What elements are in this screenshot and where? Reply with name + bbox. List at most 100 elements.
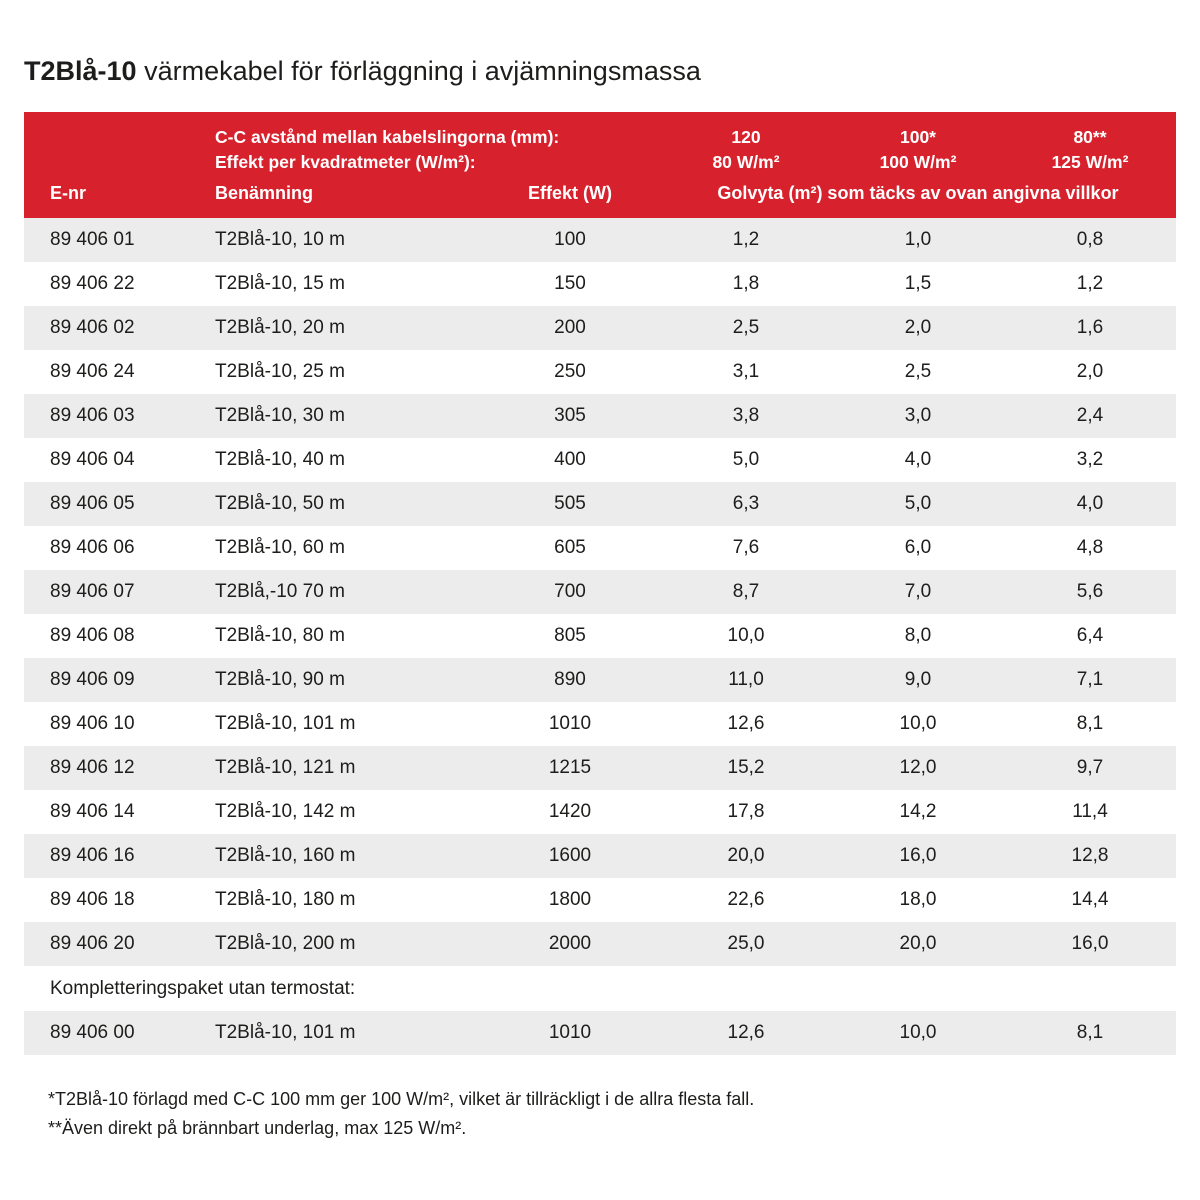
table-row: 89 406 07 T2Blå,-10 70 m 700 8,7 7,0 5,6	[24, 570, 1176, 614]
e-nr-cell: 89 406 18	[50, 889, 135, 910]
golvyta-80-cell: 6,4	[1076, 625, 1104, 646]
effekt-cell: 700	[554, 581, 586, 602]
golvyta-100-cell: 20,0	[899, 933, 937, 954]
page-title-product: T2Blå-10	[24, 56, 137, 86]
golvyta-100-cell: 5,0	[904, 493, 932, 514]
header-power-100: 100 W/m²	[879, 152, 957, 172]
golvyta-120-cell: 12,6	[727, 1022, 765, 1043]
golvyta-100-cell: 3,0	[904, 405, 932, 426]
header-effekt: Effekt (W)	[528, 183, 612, 203]
header-golvyta: Golvyta (m²) som täcks av ovan angivna v…	[717, 183, 1119, 203]
table-row: 89 406 09 T2Blå-10, 90 m 890 11,0 9,0 7,1	[24, 658, 1176, 702]
effekt-cell: 1420	[548, 801, 592, 822]
effekt-cell: 200	[554, 317, 586, 338]
e-nr-cell: 89 406 20	[50, 933, 135, 954]
golvyta-100-cell: 2,5	[904, 361, 932, 382]
benamning-cell: T2Blå-10, 60 m	[215, 537, 345, 558]
golvyta-120-cell: 11,0	[728, 669, 764, 690]
benamning-cell: T2Blå-10, 50 m	[215, 493, 345, 514]
golvyta-120-cell: 5,0	[732, 449, 760, 470]
golvyta-100-cell: 1,0	[904, 229, 932, 250]
golvyta-80-cell: 7,1	[1076, 669, 1104, 690]
e-nr-cell: 89 406 24	[50, 361, 135, 382]
golvyta-80-cell: 4,0	[1076, 493, 1104, 514]
header-row-cc: C-C avstånd mellan kabelslingorna (mm): …	[24, 125, 1176, 150]
golvyta-120-cell: 25,0	[727, 933, 765, 954]
e-nr-cell: 89 406 22	[50, 273, 135, 294]
golvyta-120-cell: 12,6	[727, 713, 765, 734]
effekt-cell: 305	[554, 405, 586, 426]
golvyta-80-cell: 16,0	[1071, 933, 1109, 954]
table-header: C-C avstånd mellan kabelslingorna (mm): …	[24, 112, 1176, 218]
header-row-power: Effekt per kvadratmeter (W/m²): 80 W/m² …	[24, 150, 1176, 175]
table-row: 89 406 00 T2Blå-10, 101 m 1010 12,6 10,0 8,1	[24, 1011, 1176, 1055]
benamning-cell: T2Blå-10, 30 m	[215, 405, 345, 426]
effekt-cell: 2000	[548, 933, 592, 954]
golvyta-100-cell: 16,0	[899, 845, 937, 866]
golvyta-120-cell: 17,8	[727, 801, 765, 822]
e-nr-cell: 89 406 00	[50, 1022, 135, 1043]
golvyta-100-cell: 1,5	[904, 273, 932, 294]
effekt-cell: 1010	[548, 713, 592, 734]
effekt-cell: 605	[554, 537, 586, 558]
table-row: 89 406 05 T2Blå-10, 50 m 505 6,3 5,0 4,0	[24, 482, 1176, 526]
header-row-columns: E-nr Benämning Effekt (W) Golvyta (m²) s…	[24, 181, 1176, 206]
benamning-cell: T2Blå-10, 40 m	[215, 449, 345, 470]
e-nr-cell: 89 406 05	[50, 493, 135, 514]
e-nr-cell: 89 406 06	[50, 537, 135, 558]
table-row: 89 406 04 T2Blå-10, 40 m 400 5,0 4,0 3,2	[24, 438, 1176, 482]
e-nr-cell: 89 406 04	[50, 449, 135, 470]
header-cc-label: C-C avstånd mellan kabelslingorna (mm):	[215, 127, 560, 147]
golvyta-80-cell: 1,6	[1076, 317, 1104, 338]
e-nr-cell: 89 406 01	[50, 229, 135, 250]
golvyta-80-cell: 8,1	[1076, 1022, 1104, 1043]
benamning-cell: T2Blå,-10 70 m	[215, 581, 345, 602]
golvyta-120-cell: 1,2	[732, 229, 760, 250]
golvyta-120-cell: 22,6	[727, 889, 765, 910]
effekt-cell: 400	[554, 449, 586, 470]
table-row: 89 406 14 T2Blå-10, 142 m 1420 17,8 14,2 11,4	[24, 790, 1176, 834]
header-cc-80: 80**	[1073, 127, 1107, 147]
golvyta-100-cell: 14,2	[899, 801, 937, 822]
golvyta-80-cell: 4,8	[1076, 537, 1104, 558]
benamning-cell: T2Blå-10, 90 m	[215, 669, 345, 690]
header-cc-100: 100*	[899, 127, 936, 147]
golvyta-100-cell: 9,0	[904, 669, 932, 690]
golvyta-120-cell: 1,8	[732, 273, 760, 294]
golvyta-100-cell: 18,0	[899, 889, 937, 910]
benamning-cell: T2Blå-10, 121 m	[215, 757, 356, 778]
benamning-cell: T2Blå-10, 160 m	[215, 845, 356, 866]
golvyta-80-cell: 8,1	[1076, 713, 1104, 734]
golvyta-100-cell: 8,0	[904, 625, 932, 646]
footnote-1: *T2Blå-10 förlagd med C-C 100 mm ger 100…	[48, 1089, 755, 1109]
golvyta-120-cell: 10,0	[727, 625, 765, 646]
effekt-cell: 890	[554, 669, 586, 690]
table-row: 89 406 10 T2Blå-10, 101 m 1010 12,6 10,0 8,1	[24, 702, 1176, 746]
product-table: C-C avstånd mellan kabelslingorna (mm): …	[24, 112, 1176, 1055]
golvyta-80-cell: 2,0	[1076, 361, 1104, 382]
benamning-cell: T2Blå-10, 10 m	[215, 229, 345, 250]
benamning-cell: T2Blå-10, 200 m	[215, 933, 356, 954]
page-title-rest: värmekabel för förläggning i avjämningsm…	[144, 56, 701, 86]
golvyta-80-cell: 12,8	[1071, 845, 1109, 866]
section-row: Kompletteringspaket utan termostat:	[24, 966, 1176, 1011]
golvyta-120-cell: 2,5	[732, 317, 760, 338]
golvyta-80-cell: 9,7	[1076, 757, 1104, 778]
header-power-label: Effekt per kvadratmeter (W/m²):	[215, 152, 476, 172]
benamning-cell: T2Blå-10, 15 m	[215, 273, 345, 294]
e-nr-cell: 89 406 07	[50, 581, 135, 602]
table-body: 89 406 01 T2Blå-10, 10 m 100 1,2 1,0 0,8 89 40…	[24, 218, 1176, 966]
benamning-cell: T2Blå-10, 142 m	[215, 801, 356, 822]
golvyta-120-cell: 6,3	[732, 493, 760, 514]
table-row: 89 406 03 T2Blå-10, 30 m 305 3,8 3,0 2,4	[24, 394, 1176, 438]
e-nr-cell: 89 406 02	[50, 317, 135, 338]
header-power-125: 125 W/m²	[1051, 152, 1129, 172]
table-row: 89 406 01 T2Blå-10, 10 m 100 1,2 1,0 0,8	[24, 218, 1176, 262]
benamning-cell: T2Blå-10, 180 m	[215, 889, 356, 910]
e-nr-cell: 89 406 12	[50, 757, 135, 778]
golvyta-120-cell: 20,0	[727, 845, 765, 866]
table-row: 89 406 20 T2Blå-10, 200 m 2000 25,0 20,0 16,0	[24, 922, 1176, 966]
golvyta-120-cell: 7,6	[732, 537, 760, 558]
page-title: T2Blå-10 värmekabel för förläggning i av…	[24, 0, 1176, 87]
golvyta-100-cell: 7,0	[904, 581, 932, 602]
